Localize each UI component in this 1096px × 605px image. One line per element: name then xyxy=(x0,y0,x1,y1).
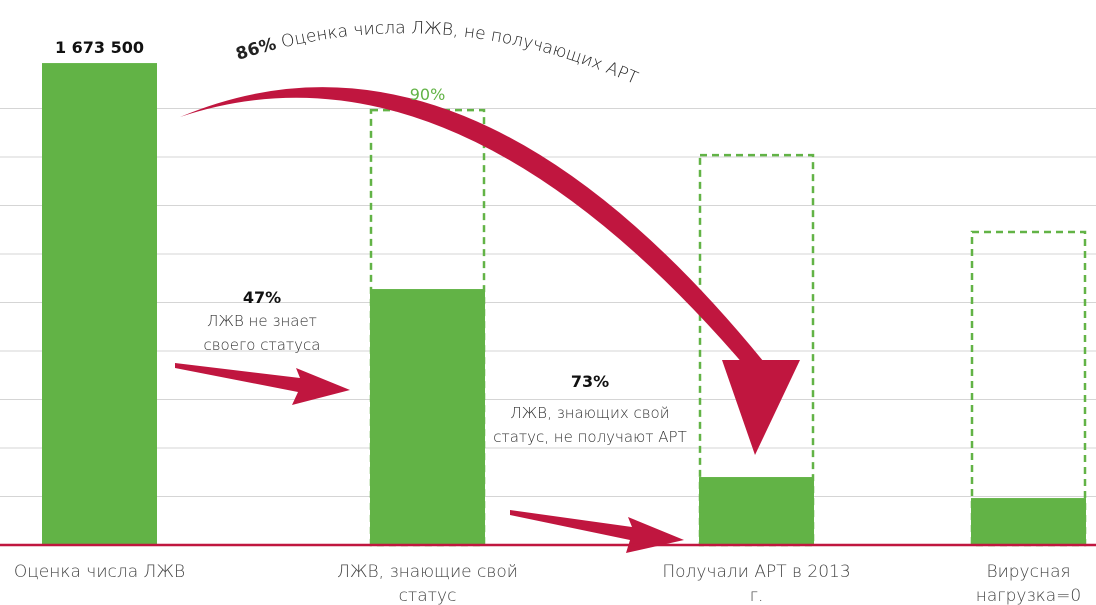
curved-annotation: 86% Оценка числа ЛЖВ, не получающих АРТ xyxy=(234,18,642,89)
x-tick-label: Оценка числа ЛЖВ xyxy=(13,562,186,582)
annotation-percent: 73% xyxy=(570,372,610,391)
x-tick-label: Вирусная нагрузка=0 xyxy=(975,562,1082,605)
x-tick-label: ЛЖВ, знающие свой статус xyxy=(337,562,518,605)
target-bar xyxy=(970,230,1087,547)
annotation-text: ЛЖВ не знает своего статуса xyxy=(203,312,321,354)
target-bar xyxy=(698,153,815,547)
arrow xyxy=(510,510,684,553)
bar xyxy=(971,498,1086,545)
x-tick-label: Получали АРТ в 2013 г. xyxy=(662,562,851,605)
target-label: 90% xyxy=(410,85,446,104)
annotation-percent: 47% xyxy=(242,288,282,307)
arrow xyxy=(175,363,350,405)
bar xyxy=(370,289,485,545)
annotation-text: ЛЖВ, знающих свой статус, не получают АР… xyxy=(493,404,687,446)
annotation-percent: 86% xyxy=(234,34,279,64)
arrow-head xyxy=(722,360,800,455)
value-label: 1 673 500 xyxy=(55,38,144,57)
bar xyxy=(42,63,157,546)
bar xyxy=(699,477,814,545)
annotation-text: Оценка числа ЛЖВ, не получающих АРТ xyxy=(279,18,641,89)
